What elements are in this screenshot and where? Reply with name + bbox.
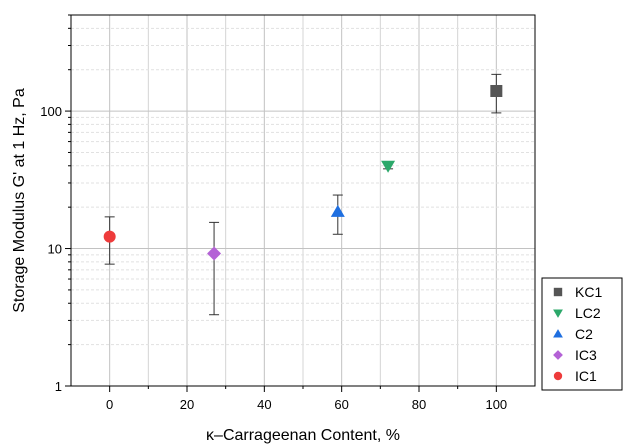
x-tick-label: 40 <box>257 397 271 412</box>
legend-label-kc1: KC1 <box>575 284 602 300</box>
legend-marker-group <box>553 309 563 318</box>
y-axis-label: Storage Modulus G' at 1 Hz, Pa <box>11 88 28 313</box>
legend-marker-c2 <box>553 329 563 338</box>
series-ic1 <box>103 216 116 265</box>
y-tick-label: 1 <box>55 379 62 394</box>
grid <box>71 14 535 387</box>
data-point-kc1 <box>490 84 503 97</box>
legend-item-kc1: KC1 <box>553 284 602 300</box>
legend-marker-group <box>553 287 563 297</box>
data-point-ic1 <box>103 230 116 243</box>
axis-ticks: 0 20 40 60 80 100 1 10 100 <box>40 14 507 412</box>
x-tick-label: 80 <box>412 397 426 412</box>
x-tick-label: 60 <box>334 397 348 412</box>
legend-marker-group <box>553 371 563 381</box>
legend-item-c2: C2 <box>553 326 593 342</box>
legend-label-lc2: LC2 <box>575 305 601 321</box>
series-lc2 <box>381 160 396 173</box>
x-tick-label: 20 <box>180 397 194 412</box>
legend-marker-lc2 <box>553 309 563 318</box>
legend-label-ic1: IC1 <box>575 368 597 384</box>
x-tick-label: 100 <box>485 397 507 412</box>
legend-marker-ic1 <box>553 371 563 381</box>
y-tick-label: 100 <box>40 104 62 119</box>
legend: KC1 LC2 C2 IC3 IC1 <box>541 277 623 391</box>
series-c2 <box>330 194 345 235</box>
x-tick-label: 0 <box>106 397 113 412</box>
legend-marker-group <box>553 329 563 338</box>
data-point-ic3 <box>207 246 222 261</box>
legend-item-lc2: LC2 <box>553 305 601 321</box>
data-points <box>103 73 503 316</box>
legend-marker-kc1 <box>553 287 563 297</box>
legend-label-c2: C2 <box>575 326 593 342</box>
series-ic3 <box>207 221 222 316</box>
series-kc1 <box>490 73 503 114</box>
x-axis-label: κ–Carrageenan Content, % <box>206 427 400 444</box>
legend-item-ic1: IC1 <box>553 368 597 384</box>
data-point-lc2 <box>381 160 396 173</box>
y-tick-label: 10 <box>48 242 62 257</box>
legend-label-ic3: IC3 <box>575 347 597 363</box>
data-point-c2 <box>330 204 345 217</box>
